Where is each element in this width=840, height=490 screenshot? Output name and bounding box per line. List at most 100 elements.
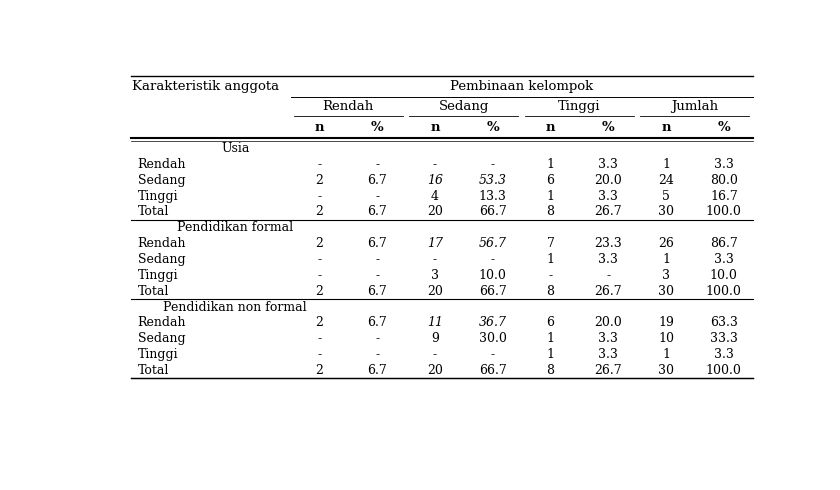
Text: 26: 26 xyxy=(659,237,674,250)
Text: 30: 30 xyxy=(658,285,674,298)
Text: 10: 10 xyxy=(658,332,674,345)
Text: 2: 2 xyxy=(316,237,323,250)
Text: 1: 1 xyxy=(547,332,554,345)
Text: 4: 4 xyxy=(431,190,439,203)
Text: 6.7: 6.7 xyxy=(367,174,387,187)
Text: n: n xyxy=(661,121,671,134)
Text: 66.7: 66.7 xyxy=(479,285,507,298)
Text: 8: 8 xyxy=(547,285,554,298)
Text: 10.0: 10.0 xyxy=(710,269,738,282)
Text: 2: 2 xyxy=(316,205,323,219)
Text: Sedang: Sedang xyxy=(138,253,185,266)
Text: 26.7: 26.7 xyxy=(595,285,622,298)
Text: 6.7: 6.7 xyxy=(367,285,387,298)
Text: Total: Total xyxy=(138,205,169,219)
Text: %: % xyxy=(602,121,615,134)
Text: Total: Total xyxy=(138,364,169,377)
Text: 3.3: 3.3 xyxy=(598,348,618,361)
Text: -: - xyxy=(318,348,322,361)
Text: n: n xyxy=(546,121,555,134)
Text: 3.3: 3.3 xyxy=(598,253,618,266)
Text: 26.7: 26.7 xyxy=(595,205,622,219)
Text: -: - xyxy=(375,332,380,345)
Text: 2: 2 xyxy=(316,285,323,298)
Text: 66.7: 66.7 xyxy=(479,205,507,219)
Text: 1: 1 xyxy=(547,348,554,361)
Text: 20.0: 20.0 xyxy=(595,174,622,187)
Text: 3: 3 xyxy=(431,269,439,282)
Text: 66.7: 66.7 xyxy=(479,364,507,377)
Text: 2: 2 xyxy=(316,317,323,329)
Text: Tinggi: Tinggi xyxy=(138,269,178,282)
Text: n: n xyxy=(315,121,324,134)
Text: -: - xyxy=(375,158,380,171)
Text: Pendidikan formal: Pendidikan formal xyxy=(177,221,293,234)
Text: 63.3: 63.3 xyxy=(710,317,738,329)
Text: Tinggi: Tinggi xyxy=(138,190,178,203)
Text: Sedang: Sedang xyxy=(438,100,489,113)
Text: Rendah: Rendah xyxy=(138,237,186,250)
Text: Tinggi: Tinggi xyxy=(558,100,601,113)
Text: 10.0: 10.0 xyxy=(479,269,507,282)
Text: Rendah: Rendah xyxy=(138,158,186,171)
Text: -: - xyxy=(433,348,437,361)
Text: 3.3: 3.3 xyxy=(714,348,734,361)
Text: 13.3: 13.3 xyxy=(479,190,507,203)
Text: 6.7: 6.7 xyxy=(367,205,387,219)
Text: Tinggi: Tinggi xyxy=(138,348,178,361)
Text: 30: 30 xyxy=(658,364,674,377)
Text: 7: 7 xyxy=(547,237,554,250)
Text: 6: 6 xyxy=(547,174,554,187)
Text: 3.3: 3.3 xyxy=(714,253,734,266)
Text: 1: 1 xyxy=(547,190,554,203)
Text: 9: 9 xyxy=(431,332,439,345)
Text: 1: 1 xyxy=(547,158,554,171)
Text: -: - xyxy=(375,269,380,282)
Text: 16.7: 16.7 xyxy=(710,190,738,203)
Text: -: - xyxy=(318,269,322,282)
Text: %: % xyxy=(370,121,384,134)
Text: -: - xyxy=(491,348,495,361)
Text: 16: 16 xyxy=(427,174,443,187)
Text: 3.3: 3.3 xyxy=(598,158,618,171)
Text: 11: 11 xyxy=(427,317,443,329)
Text: 33.3: 33.3 xyxy=(710,332,738,345)
Text: -: - xyxy=(318,332,322,345)
Text: 6.7: 6.7 xyxy=(367,237,387,250)
Text: %: % xyxy=(486,121,499,134)
Text: -: - xyxy=(375,348,380,361)
Text: 5: 5 xyxy=(662,190,670,203)
Text: 100.0: 100.0 xyxy=(706,285,742,298)
Text: 1: 1 xyxy=(662,158,670,171)
Text: 8: 8 xyxy=(547,364,554,377)
Text: 23.3: 23.3 xyxy=(595,237,622,250)
Text: 8: 8 xyxy=(547,205,554,219)
Text: 100.0: 100.0 xyxy=(706,205,742,219)
Text: 26.7: 26.7 xyxy=(595,364,622,377)
Text: -: - xyxy=(433,158,437,171)
Text: 6.7: 6.7 xyxy=(367,317,387,329)
Text: 100.0: 100.0 xyxy=(706,364,742,377)
Text: 36.7: 36.7 xyxy=(479,317,507,329)
Text: 6: 6 xyxy=(547,317,554,329)
Text: Sedang: Sedang xyxy=(138,174,185,187)
Text: -: - xyxy=(491,253,495,266)
Text: 17: 17 xyxy=(427,237,443,250)
Text: 3.3: 3.3 xyxy=(714,158,734,171)
Text: 2: 2 xyxy=(316,364,323,377)
Text: %: % xyxy=(717,121,730,134)
Text: 20: 20 xyxy=(427,364,443,377)
Text: -: - xyxy=(318,190,322,203)
Text: -: - xyxy=(318,158,322,171)
Text: 24: 24 xyxy=(659,174,674,187)
Text: 20: 20 xyxy=(427,285,443,298)
Text: 2: 2 xyxy=(316,174,323,187)
Text: 3.3: 3.3 xyxy=(598,332,618,345)
Text: 20.0: 20.0 xyxy=(595,317,622,329)
Text: 19: 19 xyxy=(659,317,674,329)
Text: Rendah: Rendah xyxy=(323,100,374,113)
Text: 1: 1 xyxy=(662,348,670,361)
Text: -: - xyxy=(549,269,553,282)
Text: 86.7: 86.7 xyxy=(710,237,738,250)
Text: Pendidikan non formal: Pendidikan non formal xyxy=(164,300,307,314)
